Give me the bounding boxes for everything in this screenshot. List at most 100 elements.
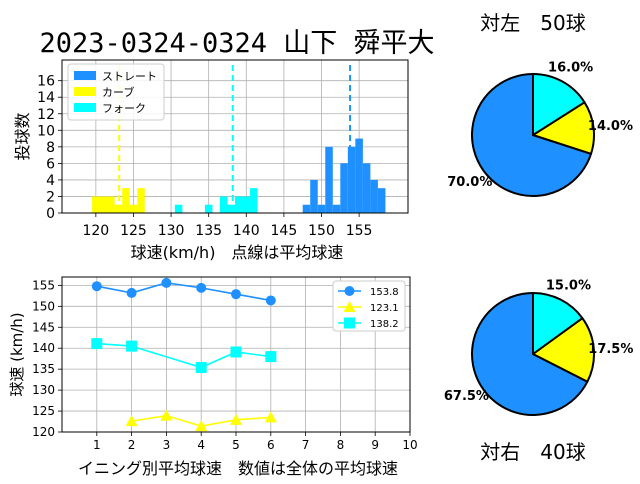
line-x-tick-label: 6 (267, 438, 275, 452)
hist-legend-label: カーブ (102, 85, 134, 99)
line-point (91, 338, 103, 350)
pie-right-title: 対右 40球 (480, 440, 585, 464)
hist-x-axis-label: 球速(km/h) 点線は平均球速 (131, 243, 344, 262)
hist-y-tick-label: 4 (46, 173, 55, 189)
hist-bar (219, 196, 228, 213)
hist-bar (355, 138, 363, 213)
pie-slice-label: 67.5% (444, 389, 489, 404)
line-point (231, 289, 241, 300)
hist-bar (174, 204, 183, 213)
hist-x-tick-label: 140 (233, 223, 260, 239)
hist-y-tick-label: 0 (46, 206, 55, 222)
line-legend-label: 138.2 (370, 319, 399, 330)
line-y-tick-label: 155 (32, 278, 55, 292)
line-point (196, 282, 207, 293)
hist-x-tick-label: 145 (271, 223, 298, 239)
hist-bar (317, 204, 326, 213)
hist-bar (122, 188, 130, 213)
hist-bar (325, 146, 333, 213)
hist-y-tick-label: 16 (37, 74, 55, 90)
line-point (91, 281, 102, 292)
hist-y-tick-label: 14 (37, 90, 55, 106)
line-point (125, 415, 138, 427)
line-series (96, 282, 271, 302)
line-point (230, 413, 242, 425)
line-x-tick-label: 4 (197, 438, 205, 452)
hist-bar (92, 196, 100, 213)
hist-bar (362, 163, 371, 213)
hist-bar (99, 196, 108, 213)
line-x-tick-label: 3 (163, 438, 171, 452)
hist-y-tick-label: 2 (46, 189, 55, 205)
hist-bar (332, 204, 341, 213)
hist-legend-label: フォーク (102, 102, 146, 115)
inning-line-chart: 1 2 3 4 5 6 7 8 9 10 120 125 130 135 140 145 150 155 153.8… (8, 276, 418, 478)
hist-x-tick-label: 150 (308, 223, 335, 239)
line-legend-label: 153.8 (370, 287, 399, 298)
line-x-tick-label: 2 (128, 438, 136, 452)
line-x-tick-label: 8 (337, 438, 345, 452)
hist-x-tick-label: 125 (120, 223, 147, 239)
pie-slice-label: 15.0% (546, 278, 591, 293)
hist-y-axis-label: 投球数 (13, 112, 32, 160)
line-point (195, 361, 207, 373)
line-point (230, 346, 242, 358)
pie-slice (532, 292, 584, 355)
hist-y-tick-label: 8 (46, 140, 55, 156)
line-point (265, 295, 276, 306)
hist-legend-swatch (74, 71, 96, 80)
hist-y-tick-label: 6 (46, 156, 55, 172)
hist-x-tick-label: 155 (346, 223, 373, 239)
line-point (161, 277, 172, 288)
line-x-tick-label: 9 (371, 438, 379, 452)
line-y-tick-label: 130 (32, 383, 55, 397)
line-point (343, 301, 356, 312)
pie-slice (471, 292, 589, 416)
line-y-tick-label: 150 (32, 299, 55, 313)
pie-slice-label: 70.0% (447, 175, 492, 190)
line-point (126, 340, 138, 352)
line-y-tick-label: 145 (32, 320, 55, 334)
pie-chart-vs-right: 67.5% 17.5% 15.0% (444, 278, 633, 416)
line-point (265, 351, 277, 363)
hist-x-tick-label: 135 (195, 223, 222, 239)
line-y-tick-label: 135 (32, 362, 55, 376)
pie-slice (532, 101, 595, 155)
hist-bar (242, 196, 251, 213)
line-point (195, 420, 208, 432)
hist-y-tick-label: 10 (37, 123, 55, 139)
line-x-axis-label: イニング別平均球速 数値は全体の平均球速 (78, 459, 398, 478)
hist-x-tick-label: 120 (82, 223, 109, 239)
figure-title: 2023-0324-0324 山下 舜平大 (39, 28, 434, 59)
hist-bar (129, 204, 138, 213)
hist-plot-frame (61, 59, 409, 214)
pie-slice (532, 317, 595, 383)
line-x-tick-label: 10 (402, 438, 417, 452)
line-point (160, 409, 173, 421)
line-point (344, 286, 355, 296)
line-y-tick-label: 125 (32, 404, 55, 418)
line-plot-frame (61, 276, 411, 433)
hist-bar (250, 188, 258, 213)
line-y-axis-label: 球速 (km/h) (8, 312, 26, 396)
hist-legend-label: ストレート (102, 70, 157, 83)
hist-bar (302, 204, 311, 213)
hist-bar (377, 188, 386, 213)
hist-bar (227, 204, 235, 213)
line-point (264, 411, 277, 423)
line-point (126, 287, 137, 298)
line-point (344, 317, 355, 329)
line-x-tick-label: 5 (232, 438, 240, 452)
line-y-tick-label: 140 (32, 341, 55, 355)
pie-slice (471, 73, 593, 197)
hist-x-tick-label: 130 (158, 223, 185, 239)
hist-bar (235, 196, 243, 213)
hist-bar (137, 188, 145, 213)
hist-bar (310, 179, 318, 213)
hist-bar (347, 146, 356, 213)
pie-slice-label: 17.5% (588, 342, 633, 357)
line-x-tick-label: 1 (93, 438, 101, 452)
